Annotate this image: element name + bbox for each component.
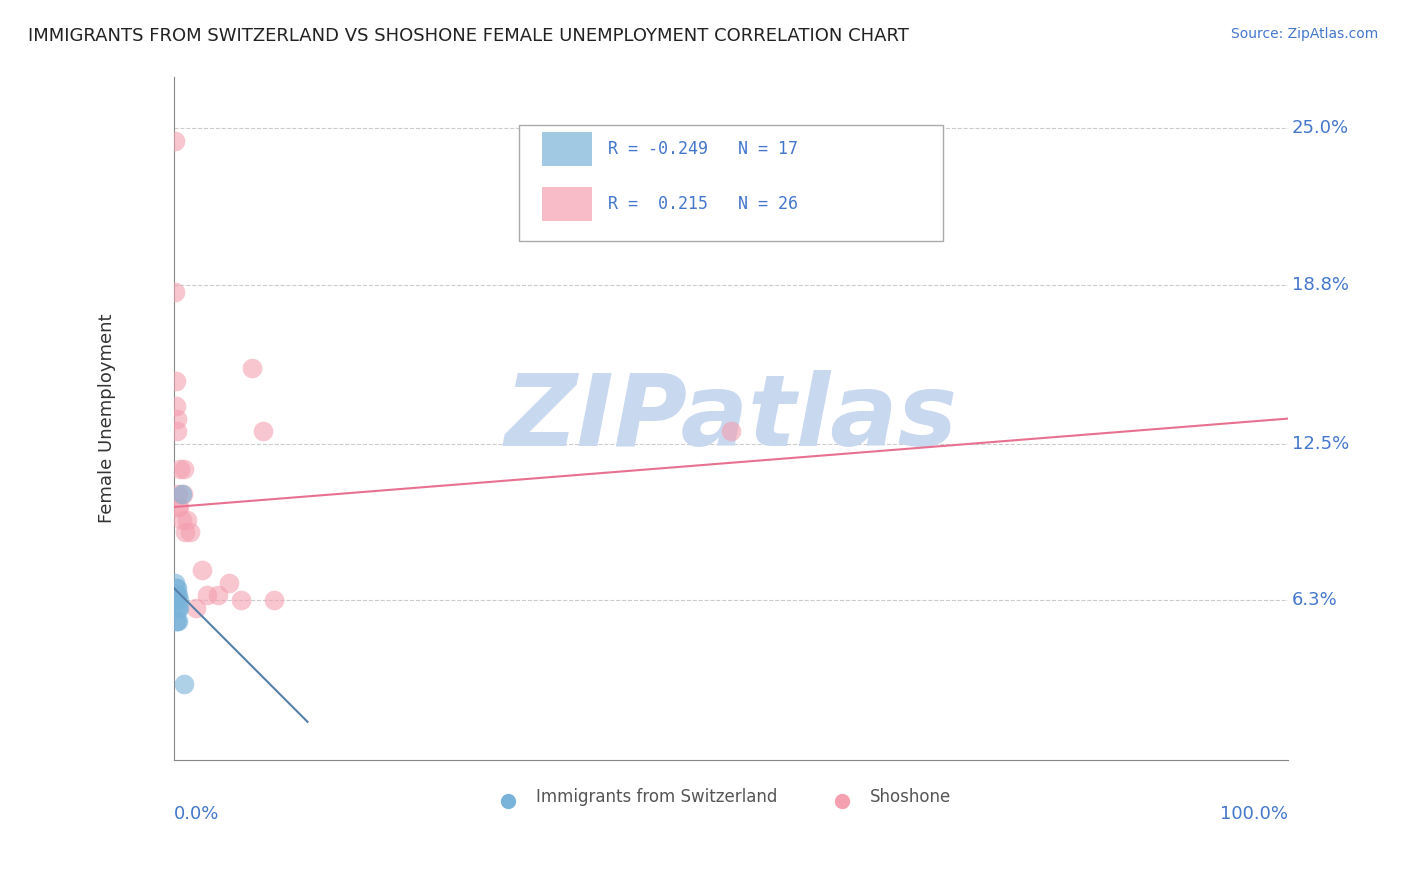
Point <box>167 614 190 628</box>
Point <box>165 581 187 595</box>
Point <box>163 134 186 148</box>
Point <box>169 462 191 476</box>
Text: 25.0%: 25.0% <box>1292 119 1348 137</box>
Point <box>163 575 186 590</box>
Point <box>167 589 190 603</box>
Point <box>173 462 195 476</box>
Text: Source: ZipAtlas.com: Source: ZipAtlas.com <box>1230 27 1378 41</box>
Point <box>166 589 188 603</box>
Text: IMMIGRANTS FROM SWITZERLAND VS SHOSHONE FEMALE UNEMPLOYMENT CORRELATION CHART: IMMIGRANTS FROM SWITZERLAND VS SHOSHONE … <box>28 27 910 45</box>
Text: Shoshone: Shoshone <box>870 789 952 806</box>
Point <box>173 677 195 691</box>
Text: 0.0%: 0.0% <box>174 805 219 823</box>
Point <box>163 593 186 607</box>
Point <box>720 424 742 438</box>
Point <box>207 589 229 603</box>
Point <box>179 525 201 540</box>
Text: R =  0.215   N = 26: R = 0.215 N = 26 <box>609 194 799 212</box>
Text: Immigrants from Switzerland: Immigrants from Switzerland <box>536 789 778 806</box>
Point <box>176 513 198 527</box>
Text: ZIPatlas: ZIPatlas <box>505 370 957 467</box>
Point <box>172 487 194 501</box>
Point <box>263 593 285 607</box>
Point <box>252 424 274 438</box>
Point <box>169 601 191 615</box>
FancyBboxPatch shape <box>519 125 943 241</box>
Point <box>166 581 188 595</box>
Point <box>167 487 190 501</box>
Point <box>190 563 212 577</box>
Point <box>169 500 191 514</box>
Point <box>169 593 191 607</box>
Point <box>166 601 188 615</box>
Point <box>218 575 240 590</box>
Point <box>170 487 193 501</box>
Text: R = -0.249   N = 17: R = -0.249 N = 17 <box>609 140 799 158</box>
Text: Female Unemployment: Female Unemployment <box>98 314 115 524</box>
Point <box>163 285 186 300</box>
Text: 100.0%: 100.0% <box>1220 805 1288 823</box>
Point <box>170 513 193 527</box>
Point <box>173 525 195 540</box>
Point <box>240 361 263 376</box>
Point <box>167 601 190 615</box>
Text: 6.3%: 6.3% <box>1292 591 1337 609</box>
FancyBboxPatch shape <box>541 186 592 220</box>
Point <box>166 424 188 438</box>
Text: 12.5%: 12.5% <box>1292 434 1348 453</box>
Point <box>229 593 252 607</box>
Point <box>165 399 187 413</box>
Point <box>165 593 187 607</box>
FancyBboxPatch shape <box>541 132 592 166</box>
Point <box>165 589 187 603</box>
Point <box>195 589 218 603</box>
Point <box>166 614 188 628</box>
Text: 18.8%: 18.8% <box>1292 276 1348 293</box>
Point <box>167 500 190 514</box>
Point <box>184 601 207 615</box>
Point <box>165 614 187 628</box>
Point <box>166 411 188 425</box>
Point <box>165 374 187 388</box>
